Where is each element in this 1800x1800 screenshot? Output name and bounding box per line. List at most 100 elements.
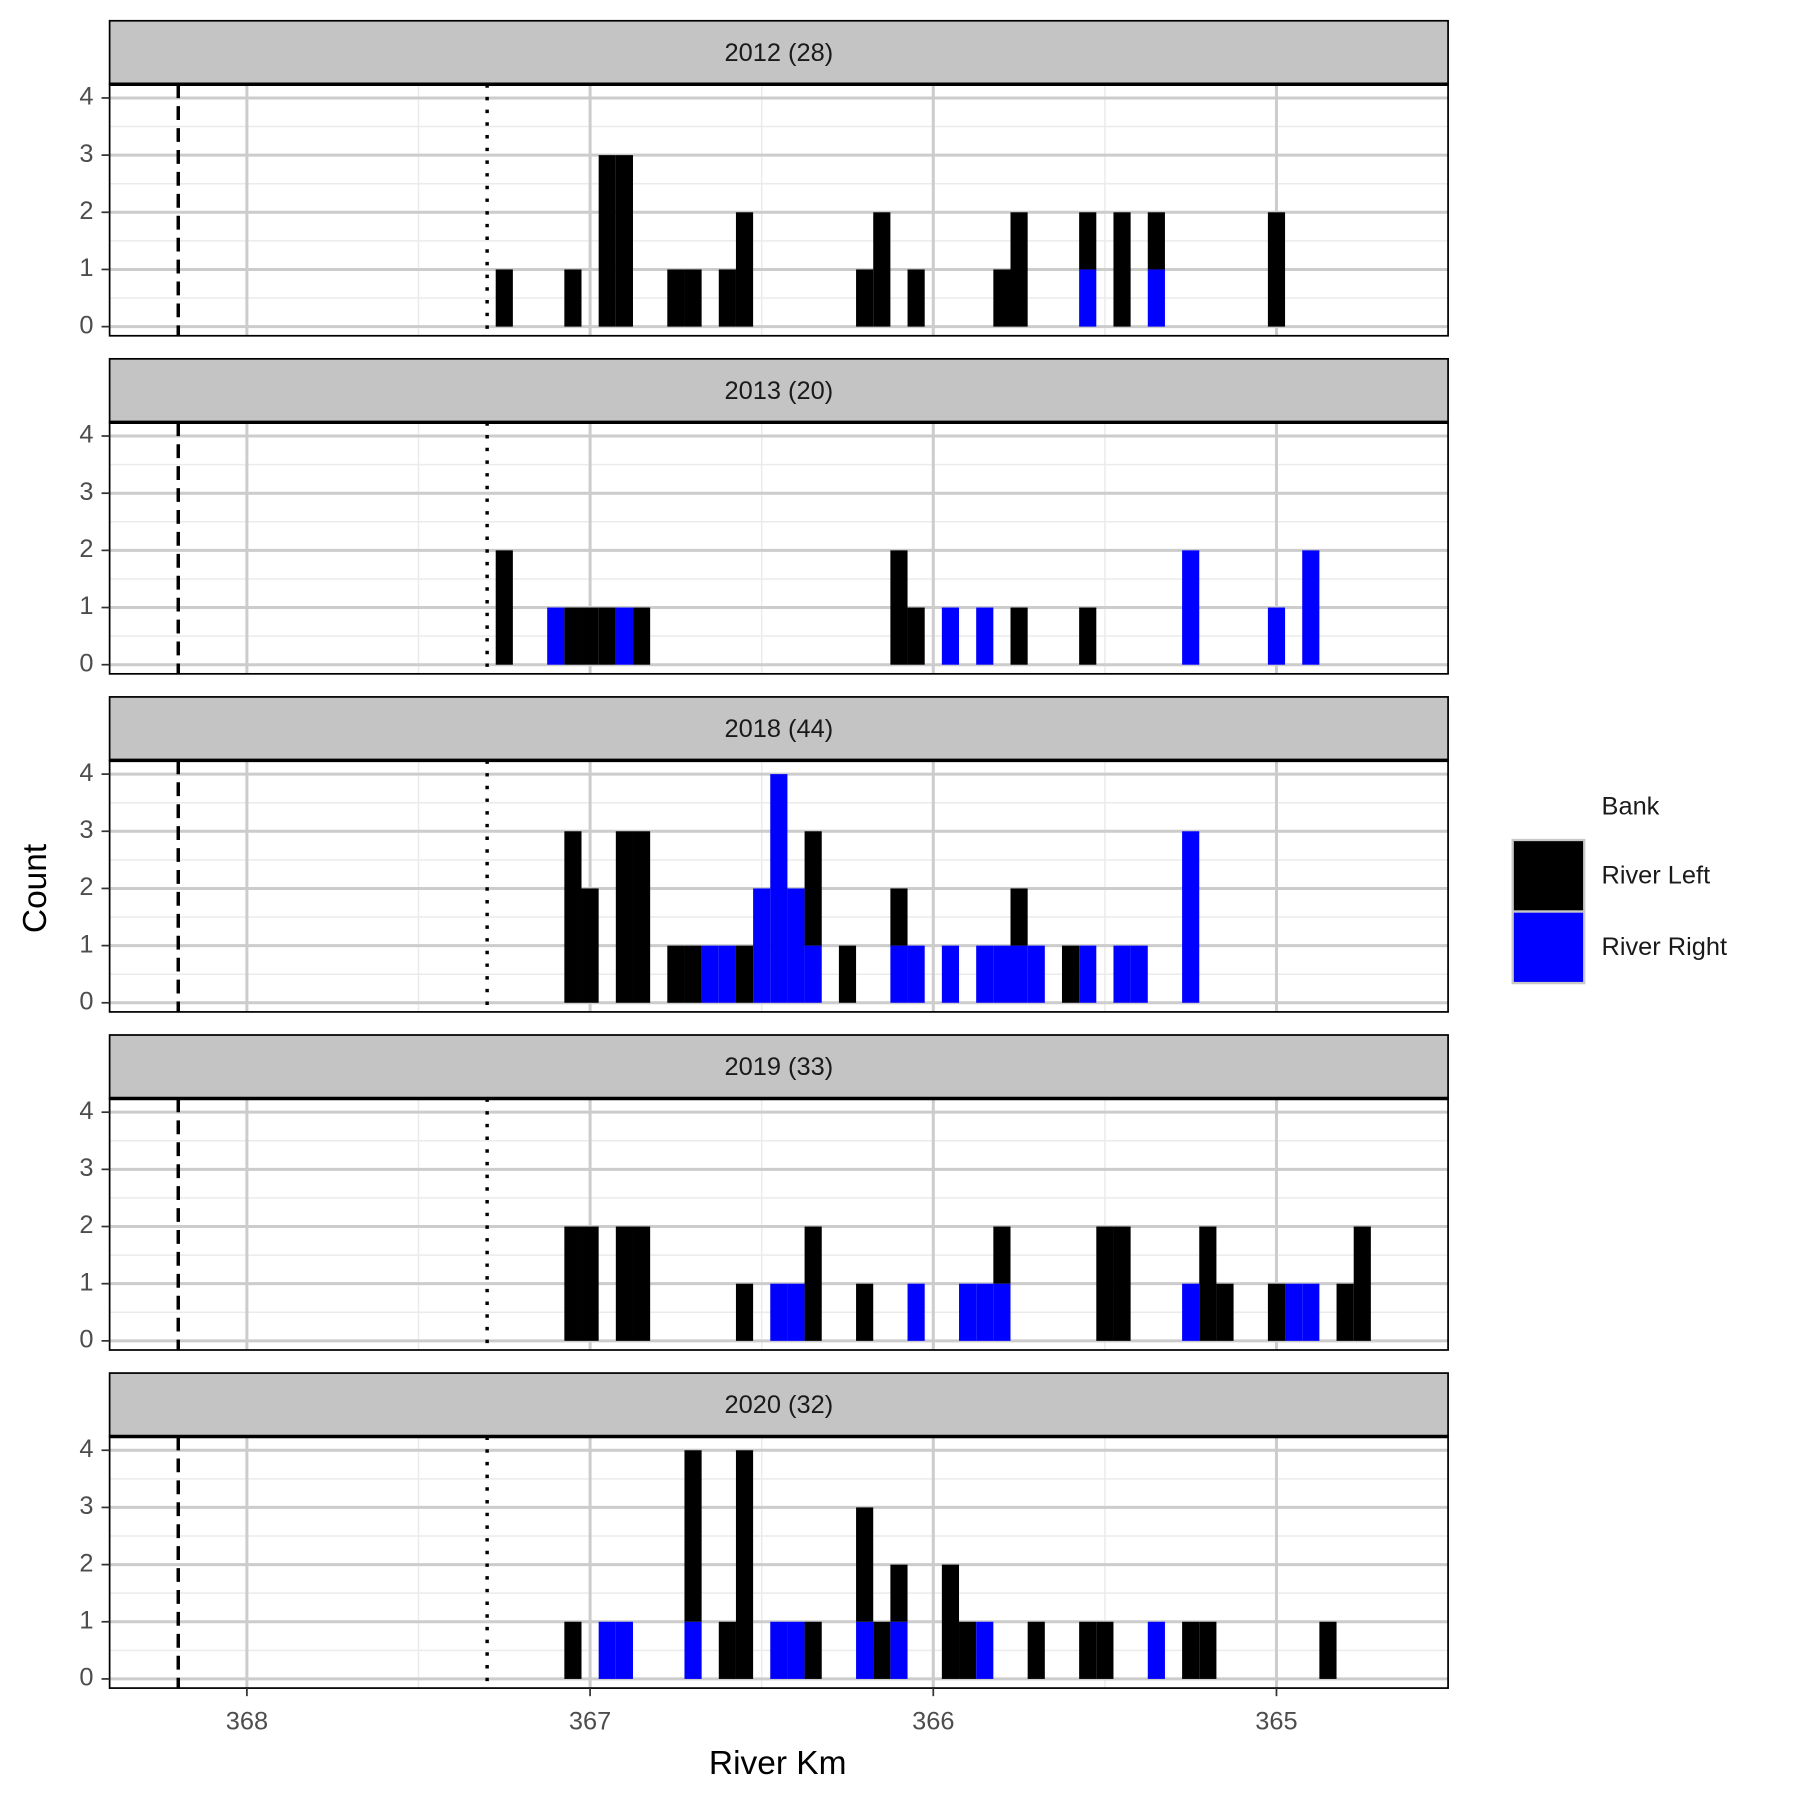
bar xyxy=(615,831,633,1003)
bar xyxy=(1010,607,1028,665)
bar xyxy=(1182,550,1200,665)
bar xyxy=(959,1621,977,1679)
strip xyxy=(108,1034,1449,1100)
bar xyxy=(993,269,1011,327)
bar xyxy=(1010,212,1028,327)
strip-label: 2020 (32) xyxy=(725,1391,834,1419)
y-tick-label: 0 xyxy=(79,1664,93,1692)
bar xyxy=(1113,945,1131,1003)
y-tick-label: 4 xyxy=(79,759,93,787)
bar xyxy=(976,1621,994,1679)
bar xyxy=(976,607,994,665)
strip xyxy=(108,357,1449,424)
bar xyxy=(1061,945,1080,1003)
bar xyxy=(718,945,736,1003)
strip-label: 2012 (28) xyxy=(725,39,834,67)
bar xyxy=(564,269,582,327)
bar xyxy=(718,1621,736,1679)
bar xyxy=(907,607,925,665)
bar xyxy=(632,607,651,665)
bar xyxy=(941,1564,960,1679)
bar xyxy=(1027,1621,1045,1679)
bar xyxy=(890,945,908,1003)
bar xyxy=(564,831,582,1003)
x-tick-label: 365 xyxy=(1255,1707,1297,1735)
bar xyxy=(615,1621,633,1679)
bar xyxy=(1302,550,1320,665)
bar xyxy=(993,1226,1011,1284)
legend-label: River Right xyxy=(1602,933,1728,961)
strip xyxy=(108,696,1449,762)
bar xyxy=(1267,212,1286,327)
bar xyxy=(701,945,719,1003)
y-tick-label: 2 xyxy=(79,1549,93,1577)
bar xyxy=(718,269,736,327)
bar xyxy=(1353,1226,1371,1341)
y-tick-label: 1 xyxy=(79,1606,93,1634)
bar xyxy=(890,1564,908,1622)
bar xyxy=(735,1283,754,1341)
bar xyxy=(495,269,513,327)
y-tick-label: 1 xyxy=(79,254,93,282)
bar xyxy=(564,607,582,665)
y-tick-label: 2 xyxy=(79,1211,93,1239)
y-tick-label: 4 xyxy=(79,83,93,111)
bar xyxy=(1130,945,1148,1003)
bar xyxy=(684,1621,702,1679)
y-tick-label: 3 xyxy=(79,478,93,506)
bar xyxy=(993,1283,1011,1341)
y-tick-label: 1 xyxy=(79,930,93,958)
bar xyxy=(1079,945,1097,1003)
bar xyxy=(804,1226,822,1341)
bar xyxy=(1336,1283,1354,1341)
bar xyxy=(1147,269,1165,327)
bar xyxy=(907,269,925,327)
y-tick-label: 3 xyxy=(79,1154,93,1182)
y-tick-label: 0 xyxy=(79,311,93,339)
bar xyxy=(873,212,891,327)
bar xyxy=(1182,831,1200,1003)
bar xyxy=(856,1283,874,1341)
bar xyxy=(838,945,857,1003)
bar xyxy=(787,1621,805,1679)
x-tick-label: 368 xyxy=(226,1707,268,1735)
bar xyxy=(581,607,599,665)
x-axis-title: River Km xyxy=(709,1745,847,1782)
bar xyxy=(1199,1226,1217,1341)
strip-label: 2013 (20) xyxy=(725,377,834,405)
bar xyxy=(684,1450,702,1622)
y-tick-label: 0 xyxy=(79,987,93,1015)
bar xyxy=(890,888,908,946)
legend-label: River Left xyxy=(1602,862,1711,890)
strip xyxy=(108,1372,1449,1438)
y-tick-label: 3 xyxy=(79,1492,93,1520)
bar xyxy=(735,945,754,1003)
bar xyxy=(1182,1283,1200,1341)
y-tick-label: 4 xyxy=(79,1097,93,1125)
bar xyxy=(804,831,822,946)
x-tick-label: 366 xyxy=(912,1707,954,1735)
bar xyxy=(856,1507,874,1622)
bar xyxy=(976,1283,994,1341)
legend-key xyxy=(1511,910,1586,985)
bar xyxy=(941,607,960,665)
y-tick-label: 3 xyxy=(79,140,93,168)
bar xyxy=(787,1283,805,1341)
y-tick-label: 1 xyxy=(79,592,93,620)
bar xyxy=(856,269,874,327)
y-tick-label: 2 xyxy=(79,873,93,901)
bar xyxy=(632,1226,651,1341)
bar xyxy=(1113,1226,1131,1341)
bar xyxy=(1319,1621,1337,1679)
bar xyxy=(615,1226,633,1341)
bar xyxy=(907,945,925,1003)
bar xyxy=(1010,945,1028,1003)
bar xyxy=(598,1621,616,1679)
bar xyxy=(1147,212,1165,270)
strip-label: 2018 (44) xyxy=(725,715,834,743)
bar xyxy=(564,1621,582,1679)
bar xyxy=(856,1621,874,1679)
bar xyxy=(598,607,616,665)
bar xyxy=(993,945,1011,1003)
